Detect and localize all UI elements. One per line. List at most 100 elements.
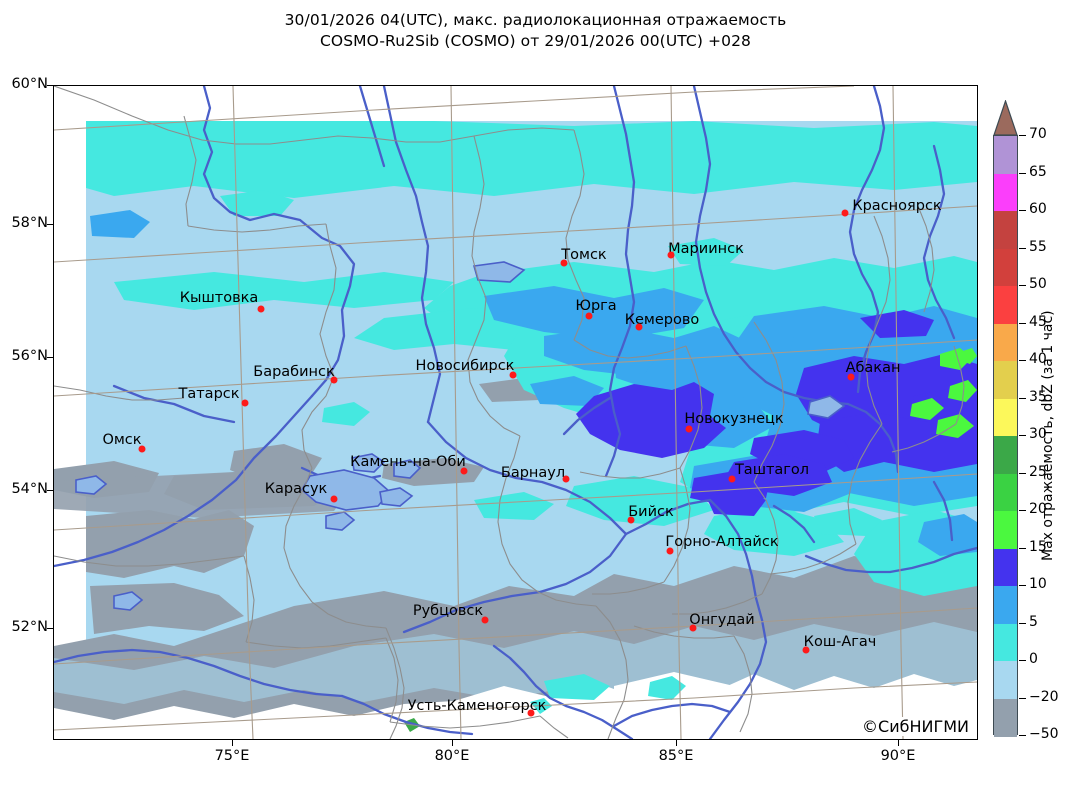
- colorbar-segment: [994, 361, 1017, 400]
- colorbar-segment: [994, 511, 1017, 550]
- colorbar-tick-label: 20: [1029, 501, 1047, 517]
- city-marker-dot: [330, 376, 338, 384]
- city-marker-dot: [635, 323, 643, 331]
- latitude-tick-label: 56°N: [11, 348, 48, 364]
- longitude-tick-mark: [452, 740, 454, 746]
- colorbar-tick-mark: [1019, 622, 1026, 624]
- colorbar-tick-label: 35: [1029, 388, 1047, 405]
- latitude-tick-label: 60°N: [11, 76, 48, 92]
- colorbar-overflow-arrow: [993, 100, 1018, 136]
- city-label: Мариинск: [668, 241, 744, 257]
- city-marker-dot: [481, 616, 489, 624]
- city-marker-dot: [257, 305, 265, 313]
- latitude-tick-mark: [47, 224, 53, 226]
- colorbar-tick-mark: [1019, 660, 1026, 662]
- city-marker-dot: [627, 516, 635, 524]
- latitude-tick-mark: [47, 490, 53, 492]
- longitude-tick-label: 85°E: [658, 748, 694, 764]
- colorbar-tick-mark: [1019, 547, 1026, 549]
- city-label: Омск: [102, 432, 142, 448]
- figure-title: 30/01/2026 04(UTC), макс. радиолокационн…: [0, 10, 1071, 52]
- city-marker-dot: [847, 373, 855, 381]
- city-label: Рубцовск: [412, 603, 484, 619]
- colorbar-segment: [994, 548, 1017, 587]
- city-label: Камень-на-Оби: [350, 454, 466, 470]
- longitude-tick-label: 75°E: [214, 748, 250, 764]
- colorbar-segment: [994, 248, 1017, 287]
- colorbar-segment: [994, 173, 1017, 212]
- rivers-layer: [54, 86, 977, 739]
- colorbar-tick-mark: [1019, 397, 1026, 399]
- city-label: Карасук: [264, 481, 328, 497]
- colorbar-tick-mark: [1019, 472, 1026, 474]
- longitude-tick-mark: [232, 740, 234, 746]
- lakes-layer: [75, 261, 846, 611]
- colorbar-segment: [994, 323, 1017, 362]
- colorbar-tick-mark: [1019, 247, 1026, 249]
- colorbar-segment: [994, 698, 1017, 737]
- colorbar-tick-mark: [1019, 585, 1026, 587]
- colorbar: [993, 135, 1018, 737]
- city-label: Онгудай: [689, 612, 755, 628]
- colorbar-tick-label: −20: [1029, 688, 1059, 705]
- city-marker-dot: [666, 547, 674, 555]
- city-marker-dot: [460, 467, 468, 475]
- colorbar-tick-label: 45: [1029, 313, 1047, 330]
- city-label: Барабинск: [253, 364, 335, 380]
- city-marker-dot: [585, 312, 593, 320]
- longitude-tick-label: 90°E: [880, 748, 916, 764]
- city-marker-dot: [527, 709, 535, 717]
- latitude-tick-mark: [47, 357, 53, 359]
- colorbar-tick-mark: [1019, 210, 1026, 212]
- colorbar-tick-label: 60: [1029, 201, 1047, 217]
- city-label: Кыштовка: [179, 290, 259, 306]
- colorbar-tick-label: 0: [1029, 651, 1038, 667]
- map-canvas: [54, 86, 977, 739]
- city-label: Красноярск: [852, 198, 942, 214]
- longitude-tick-mark: [898, 740, 900, 746]
- colorbar-tick-label: 70: [1029, 126, 1047, 142]
- city-marker-dot: [138, 445, 146, 453]
- colorbar-tick-label: 30: [1029, 426, 1047, 442]
- graticule-layer: [54, 86, 977, 739]
- city-marker-dot: [509, 371, 517, 379]
- city-marker-dot: [689, 624, 697, 632]
- city-label: Горно-Алтайск: [665, 534, 779, 550]
- map-plot-area: ©СибНИГМИ: [53, 85, 978, 740]
- colorbar-tick-mark: [1019, 435, 1026, 437]
- colorbar-tick-label: 25: [1029, 463, 1047, 480]
- city-label: Томск: [561, 247, 607, 263]
- city-label: Новокузнецк: [684, 411, 784, 427]
- colorbar-segment: [994, 211, 1017, 250]
- colorbar-tick-mark: [1019, 510, 1026, 512]
- city-marker-dot: [841, 209, 849, 217]
- colorbar-segment: [994, 473, 1017, 512]
- colorbar-tick-label: 55: [1029, 238, 1047, 255]
- city-label: Новосибирск: [415, 358, 515, 374]
- city-label: Юрга: [575, 298, 617, 314]
- colorbar-segment: [994, 398, 1017, 437]
- city-label: Кош-Агач: [803, 634, 877, 650]
- latitude-tick-label: 52°N: [11, 619, 48, 635]
- city-label: Татарск: [178, 386, 240, 402]
- colorbar-segment: [994, 661, 1017, 700]
- colorbar-tick-label: 65: [1029, 163, 1047, 180]
- title-line-2: COSMO-Ru2Sib (COSMO) от 29/01/2026 00(UT…: [319, 32, 752, 50]
- colorbar-tick-mark: [1019, 135, 1026, 137]
- city-marker-dot: [330, 495, 338, 503]
- city-label: Таштагол: [734, 462, 810, 478]
- colorbar-tick-mark: [1019, 360, 1026, 362]
- latitude-tick-label: 58°N: [11, 215, 48, 231]
- colorbar-tick-label: −50: [1029, 726, 1059, 742]
- colorbar-tick-label: 10: [1029, 576, 1047, 592]
- city-label: Усть-Каменогорск: [407, 698, 547, 714]
- colorbar-tick-label: 40: [1029, 351, 1047, 367]
- colorbar-tick-mark: [1019, 322, 1026, 324]
- city-marker-dot: [241, 399, 249, 407]
- colorbar-tick-mark: [1019, 172, 1026, 174]
- colorbar-segment: [994, 436, 1017, 475]
- city-label: Барнаул: [500, 465, 566, 481]
- colorbar-tick-mark: [1019, 697, 1026, 699]
- title-line-1: 30/01/2026 04(UTC), макс. радиолокационн…: [284, 11, 787, 29]
- colorbar-tick-label: 50: [1029, 276, 1047, 292]
